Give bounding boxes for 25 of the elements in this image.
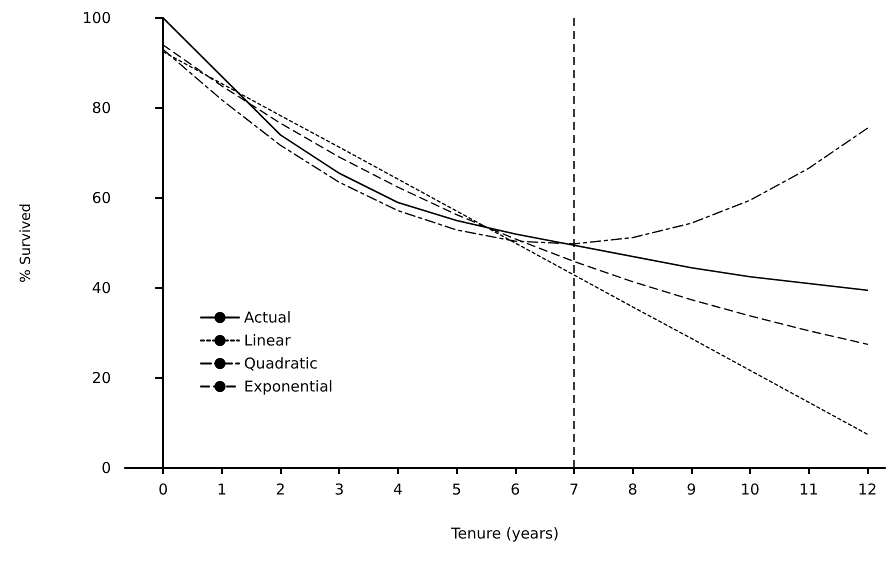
legend-label: Quadratic [244, 354, 318, 372]
y-tick-label: 60 [92, 189, 111, 207]
x-tick-label: 7 [569, 480, 579, 498]
x-tick-label: 4 [393, 480, 403, 498]
y-tick-label: 80 [92, 99, 111, 117]
y-tick-label: 100 [82, 9, 111, 27]
x-tick-label: 0 [158, 480, 168, 498]
x-tick-label: 10 [740, 480, 760, 498]
x-tick-label: 6 [510, 480, 520, 498]
x-tick-label: 5 [452, 480, 462, 498]
y-tick-label: 20 [92, 369, 111, 387]
x-axis-title: Tenure (years) [450, 524, 559, 542]
y-axis-title: % Survived [18, 203, 34, 283]
legend-label: Exponential [244, 378, 333, 396]
y-tick-label: 0 [101, 459, 111, 477]
legend-label: Actual [244, 308, 291, 326]
x-tick-label: 9 [686, 480, 696, 498]
y-tick-label: 40 [92, 279, 111, 297]
x-tick-label: 1 [217, 480, 227, 498]
x-tick-label: 3 [334, 480, 344, 498]
x-tick-label: 11 [799, 480, 818, 498]
legend-label: Linear [244, 332, 292, 350]
x-tick-label: 12 [858, 480, 877, 498]
x-tick-label: 2 [276, 480, 286, 498]
x-tick-label: 8 [628, 480, 638, 498]
